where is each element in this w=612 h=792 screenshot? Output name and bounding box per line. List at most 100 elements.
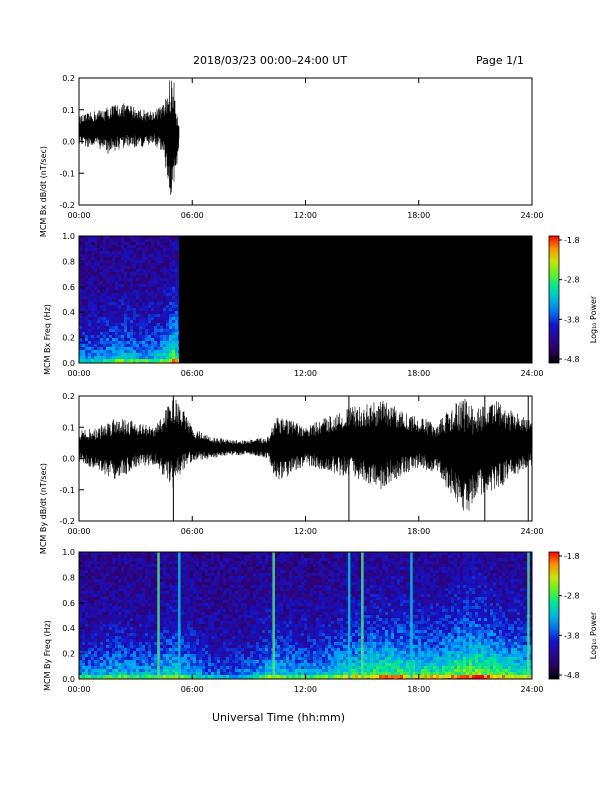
spectrogram-cell	[109, 356, 112, 359]
spectrogram-cell	[259, 564, 262, 567]
spectrogram-cell	[304, 585, 307, 588]
spectrogram-cell	[142, 624, 145, 627]
spectrogram-cell	[139, 609, 142, 612]
spectrogram-cell	[145, 600, 148, 603]
spectrogram-cell	[238, 561, 241, 564]
spectrogram-cell	[106, 627, 109, 630]
spectrogram-cell	[235, 567, 238, 570]
spectrogram-cell	[142, 657, 145, 660]
spectrogram-cell	[169, 254, 172, 257]
spectrogram-cell	[256, 582, 259, 585]
spectrogram-cell	[286, 642, 289, 645]
spectrogram-cell	[286, 651, 289, 654]
spectrogram-cell	[79, 564, 82, 567]
spectrogram-cell	[100, 648, 103, 651]
spectrogram-cell	[307, 579, 310, 582]
spectrogram-cell	[94, 272, 97, 275]
spectrogram-cell	[205, 621, 208, 624]
spectrogram-cell	[130, 585, 133, 588]
spectrogram-cell	[166, 603, 169, 606]
spectrogram-cell	[226, 585, 229, 588]
spectrogram-cell	[190, 567, 193, 570]
spectrogram-cell	[301, 603, 304, 606]
spectrogram-cell	[196, 666, 199, 669]
spectrogram-cell	[268, 564, 271, 567]
spectrogram-cell	[85, 272, 88, 275]
spectrogram-cell	[256, 648, 259, 651]
spectrogram-cell	[163, 579, 166, 582]
spectrogram-cell	[88, 615, 91, 618]
spectrogram-cell	[214, 558, 217, 561]
spectrogram-cell	[151, 564, 154, 567]
spectrogram-cell	[115, 359, 118, 362]
spectrogram-cell	[94, 359, 97, 362]
spectrogram-cell	[253, 630, 256, 633]
spectrogram-cell	[163, 293, 166, 296]
spectrogram-cell	[241, 672, 244, 675]
spectrogram-cell	[112, 561, 115, 564]
spectrogram-cell	[298, 675, 301, 678]
spectrogram-cell	[79, 269, 82, 272]
spectrogram-cell	[280, 609, 283, 612]
spectrogram-cell	[154, 257, 157, 260]
spectrogram-cell	[292, 660, 295, 663]
spectrogram-cell	[136, 284, 139, 287]
spectrogram-cell	[133, 585, 136, 588]
spectrogram-cell	[136, 606, 139, 609]
spectrogram-cell	[292, 567, 295, 570]
spectrogram-cell	[121, 245, 124, 248]
spectrogram-cell	[259, 654, 262, 657]
spectrogram-cell	[247, 657, 250, 660]
spectrogram-cell	[115, 633, 118, 636]
spectrogram-cell	[136, 630, 139, 633]
spectrogram-cell	[304, 630, 307, 633]
spectrogram-cell	[241, 585, 244, 588]
spectrogram-cell	[91, 335, 94, 338]
spectrogram-cell	[244, 633, 247, 636]
spectrogram-cell	[118, 666, 121, 669]
spectrogram-cell	[295, 606, 298, 609]
spectrogram-cell	[169, 591, 172, 594]
spectrogram-cell	[172, 335, 175, 338]
spectrogram-cell	[298, 654, 301, 657]
spectrogram-cell	[91, 278, 94, 281]
spectrogram-cell	[178, 248, 180, 251]
spectrogram-cell	[151, 239, 154, 242]
spectrogram-cell	[115, 272, 118, 275]
spectrogram-cell	[79, 287, 82, 290]
spectrogram-cell	[175, 552, 178, 555]
spectrogram-cell	[250, 567, 253, 570]
spectrogram-cell	[247, 651, 250, 654]
spectrogram-cell	[187, 561, 190, 564]
spectrogram-cell	[259, 663, 262, 666]
spectrogram-cell	[172, 305, 175, 308]
spectrogram-cell	[313, 651, 316, 654]
spectrogram-cell	[160, 561, 163, 564]
spectrogram-cell	[169, 660, 172, 663]
spectrogram-cell	[292, 627, 295, 630]
spectrogram-cell	[97, 552, 100, 555]
spectrogram-cell	[169, 642, 172, 645]
spectrogram-cell	[106, 242, 109, 245]
spectrogram-cell	[118, 239, 121, 242]
spectrogram-cell	[133, 347, 136, 350]
spectrogram-cell	[292, 657, 295, 660]
spectrogram-cell	[247, 654, 250, 657]
spectrogram-cell	[181, 588, 184, 591]
spectrogram-cell	[148, 588, 151, 591]
spectrogram-cell	[127, 663, 130, 666]
spectrogram-cell	[163, 299, 166, 302]
x-tick-label: 00:00	[67, 527, 90, 536]
spectrogram-cell	[307, 630, 310, 633]
spectrogram-cell	[259, 594, 262, 597]
spectrogram-cell	[265, 570, 268, 573]
spectrogram-cell	[103, 648, 106, 651]
spectrogram-cell	[148, 561, 151, 564]
spectrogram-cell	[262, 624, 265, 627]
spectrogram-cell	[229, 576, 232, 579]
spectrogram-cell	[118, 591, 121, 594]
spectrogram-cell	[88, 630, 91, 633]
spectrogram-cell	[82, 293, 85, 296]
spectrogram-cell	[316, 561, 319, 564]
spectrogram-cell	[223, 591, 226, 594]
